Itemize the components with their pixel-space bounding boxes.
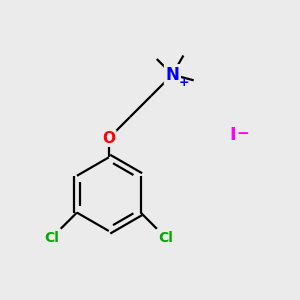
- Text: Cl: Cl: [158, 231, 173, 245]
- Text: Cl: Cl: [44, 231, 59, 245]
- Text: +: +: [178, 76, 189, 89]
- Text: −: −: [236, 126, 249, 141]
- Text: I: I: [229, 126, 236, 144]
- Text: N: N: [165, 66, 179, 84]
- Text: O: O: [102, 131, 115, 146]
